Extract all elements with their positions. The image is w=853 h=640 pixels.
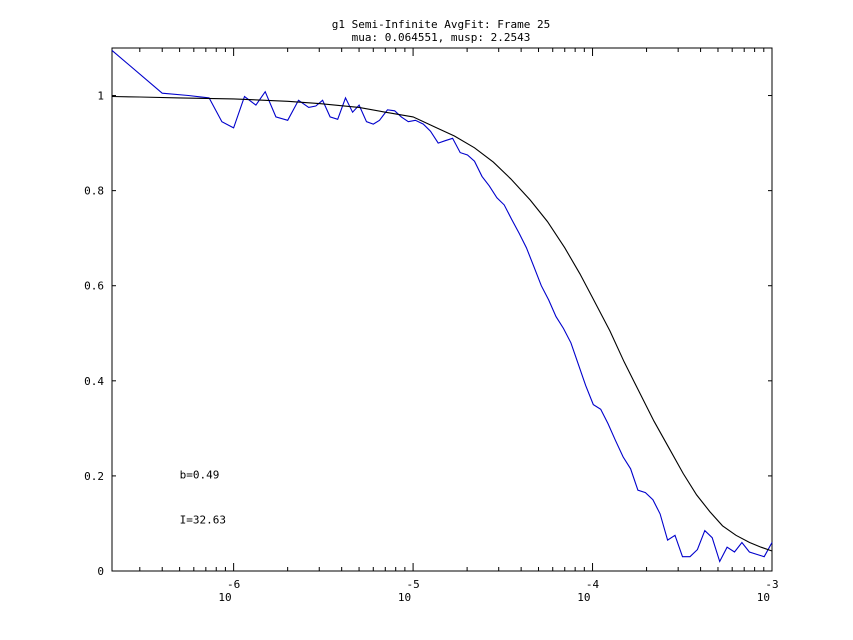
y-tick-label: 0.4 xyxy=(84,375,104,388)
x-tick-label-base: 10 xyxy=(398,591,411,604)
y-tick-label: 0.8 xyxy=(84,185,104,198)
y-tick-label: 1 xyxy=(97,90,104,103)
measured-data-line xyxy=(111,49,773,563)
x-tick-label-exponent: -3 xyxy=(765,578,778,591)
annotation-label: I=32.63 xyxy=(180,513,226,526)
plot-area xyxy=(111,47,773,572)
chart-subtitle: mua: 0.064551, musp: 2.2543 xyxy=(352,31,531,44)
x-tick-label-exponent: -6 xyxy=(227,578,240,591)
series-lines xyxy=(111,49,773,563)
x-tick-label-exponent: -4 xyxy=(586,578,600,591)
fit-curve-line xyxy=(111,95,773,552)
chart-title: g1 Semi-Infinite AvgFit: Frame 25 xyxy=(332,18,551,31)
x-tick-label-base: 10 xyxy=(757,591,770,604)
y-tick-label: 0 xyxy=(97,565,104,578)
x-tick-label-base: 10 xyxy=(577,591,590,604)
y-tick-label: 0.2 xyxy=(84,470,104,483)
y-tick-label: 0.6 xyxy=(84,280,104,293)
annotation-label: b=0.49 xyxy=(180,468,220,481)
annotations: b=0.49 I=32.63 xyxy=(180,468,226,526)
x-tick-label-base: 10 xyxy=(218,591,231,604)
x-tick-label-exponent: -5 xyxy=(406,578,419,591)
